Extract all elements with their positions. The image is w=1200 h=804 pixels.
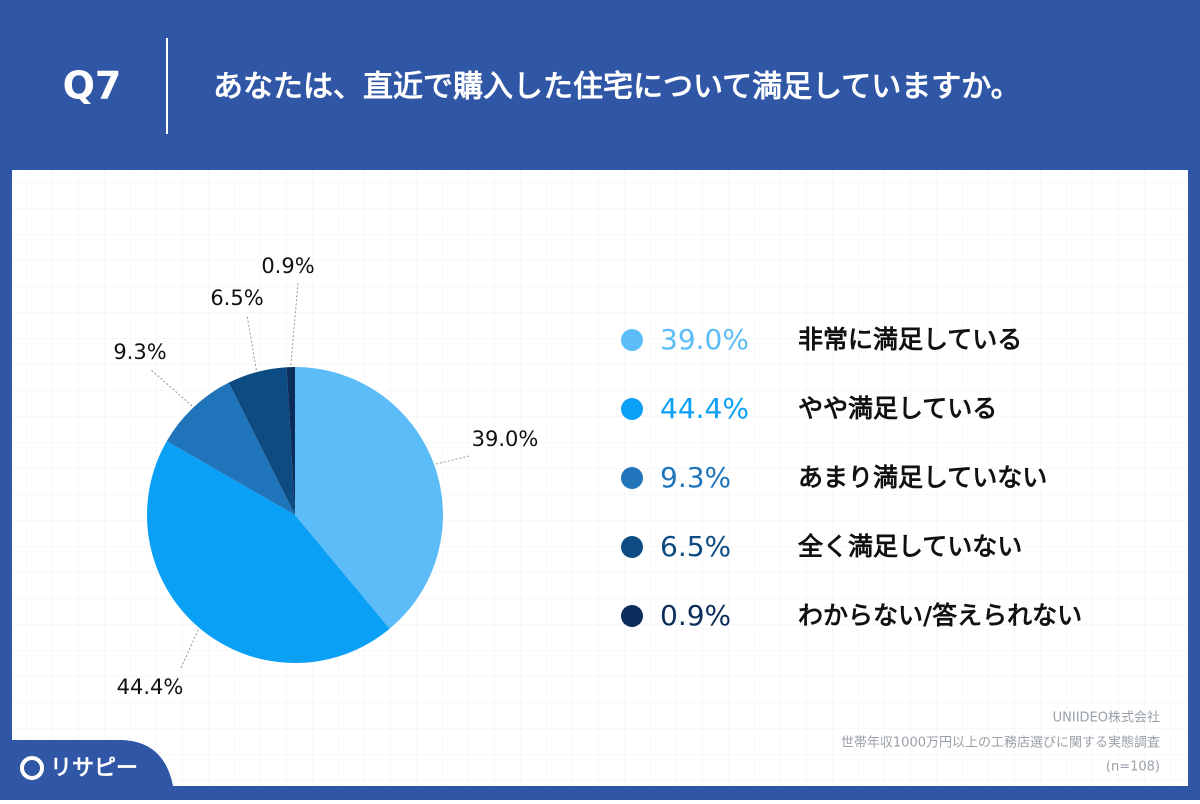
pie-slice [146, 441, 390, 664]
data-label: 39.0% [472, 427, 539, 451]
legend-marker [621, 467, 643, 489]
data-label: 6.5% [210, 286, 263, 310]
legend-value: 6.5% [660, 530, 731, 563]
leader-line [290, 282, 299, 366]
pie-slice [166, 382, 295, 515]
legend-marker [621, 329, 643, 351]
legend-value: 44.4% [660, 392, 749, 425]
pie-slice [295, 367, 443, 629]
leader-line [149, 368, 193, 407]
legend-label: わからない/答えられない [798, 601, 1082, 630]
pie-slice [286, 367, 295, 515]
legend-marker [621, 605, 643, 627]
legend-value: 39.0% [660, 323, 749, 356]
legend-marker [621, 536, 643, 558]
chart: 39.0% 39.0% 非常に満足している 44.4% 44.4% やや満足している 9.3… [113, 254, 1082, 699]
question-number: Q7 [63, 64, 122, 108]
legend-label: 非常に満足している [798, 325, 1022, 354]
leader-line [179, 629, 199, 671]
title: あなたは、直近で購入した住宅について満足していますか。 [213, 70, 1021, 105]
source-company: UNIIDEO株式会社 [1053, 710, 1160, 726]
logo-bg [0, 740, 175, 800]
leader-line [246, 314, 257, 371]
data-label: 44.4% [117, 675, 184, 699]
source-n: (n=108) [1106, 760, 1160, 775]
legend-label: やや満足している [798, 394, 997, 423]
legend-label: あまり満足していない [798, 463, 1047, 492]
data-label: 9.3% [113, 340, 166, 364]
legend-marker [621, 398, 643, 420]
legend-value: 9.3% [660, 461, 731, 494]
data-label: 0.9% [261, 254, 314, 278]
source-survey: 世帯年収1000万円以上の工務店選びに関する実態調査 [841, 735, 1160, 751]
logo: リサピー [50, 756, 138, 781]
logo-icon [20, 756, 44, 780]
legend-value: 0.9% [660, 599, 731, 632]
leader-line [435, 455, 470, 465]
pie-slice [228, 367, 295, 515]
legend-label: 全く満足していない [797, 532, 1022, 561]
